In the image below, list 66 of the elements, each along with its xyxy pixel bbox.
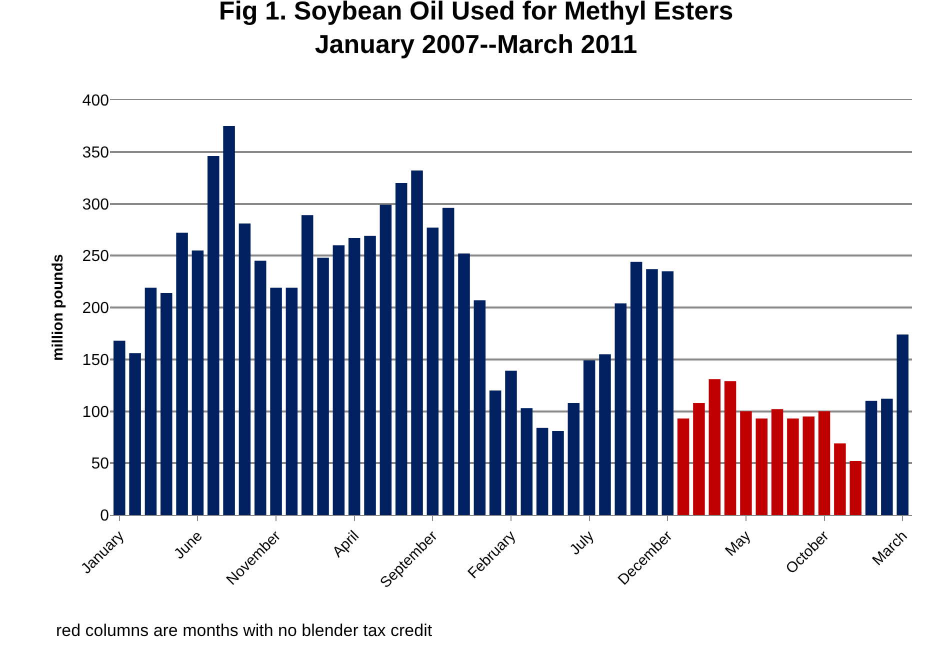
y-tick-label: 50: [91, 456, 110, 473]
bar: [614, 303, 627, 515]
bar: [270, 288, 282, 515]
bar: [896, 334, 908, 515]
bar: [583, 360, 596, 515]
bar: [520, 408, 533, 515]
bar: [411, 170, 423, 515]
bar: [630, 262, 642, 515]
bar: [677, 418, 690, 515]
y-tick-label: 100: [82, 404, 110, 421]
bar: [458, 254, 470, 515]
bar: [693, 402, 705, 515]
bar: [114, 340, 126, 515]
bar: [850, 461, 862, 515]
bar: [756, 418, 768, 515]
y-tick-label: 200: [82, 300, 110, 318]
bar: [380, 204, 392, 515]
bar: [489, 390, 502, 515]
y-tick-label: 350: [82, 144, 110, 162]
bar: [599, 354, 611, 515]
bar: [426, 228, 439, 515]
y-tick-label: 0: [100, 508, 110, 525]
bar: [317, 258, 329, 515]
bar: [771, 409, 784, 515]
bar: [865, 400, 878, 515]
bar: [192, 250, 204, 515]
bar: [552, 430, 564, 515]
bar: [662, 271, 674, 515]
bar: [568, 402, 580, 515]
bar: [348, 238, 360, 515]
bar: [332, 245, 345, 515]
bar: [254, 260, 266, 515]
y-axis-title: million pounds: [50, 254, 67, 361]
bar: [176, 232, 188, 515]
bar: [505, 370, 517, 515]
x-tick-label: June: [170, 528, 206, 563]
bar: [129, 353, 141, 515]
bar: [881, 398, 893, 515]
bar: [474, 300, 486, 515]
bar: [301, 215, 314, 515]
x-tick-label: May: [722, 527, 754, 560]
bar: [536, 428, 548, 515]
bar: [708, 379, 721, 515]
bar: [802, 416, 814, 515]
y-tick-label: 400: [82, 92, 110, 110]
y-tick-label: 150: [82, 352, 110, 369]
chart-title: Fig 1. Soybean Oil Used for Methyl Esters January 2007--March 2011: [218, 0, 734, 60]
x-tick-label: July: [566, 527, 598, 559]
bar: [223, 126, 235, 515]
bar: [834, 443, 846, 515]
bar: [395, 183, 408, 515]
y-tick-label: 300: [82, 196, 110, 214]
bar: [724, 381, 736, 515]
bar: [364, 236, 376, 515]
bar: [646, 269, 658, 515]
bar: [238, 223, 251, 515]
bar: [740, 411, 752, 515]
text: red columns are months with no blender tax credit: [56, 621, 432, 640]
bar: [208, 156, 220, 515]
y-tick-label: 250: [82, 248, 110, 266]
bar: [818, 411, 830, 515]
bar: [160, 292, 172, 515]
bar: [286, 288, 298, 515]
bar: [144, 288, 157, 515]
bar: [442, 208, 454, 515]
bar: [787, 418, 799, 515]
